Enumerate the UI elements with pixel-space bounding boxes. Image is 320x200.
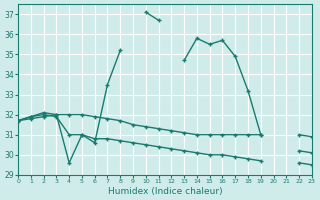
X-axis label: Humidex (Indice chaleur): Humidex (Indice chaleur) [108, 187, 222, 196]
